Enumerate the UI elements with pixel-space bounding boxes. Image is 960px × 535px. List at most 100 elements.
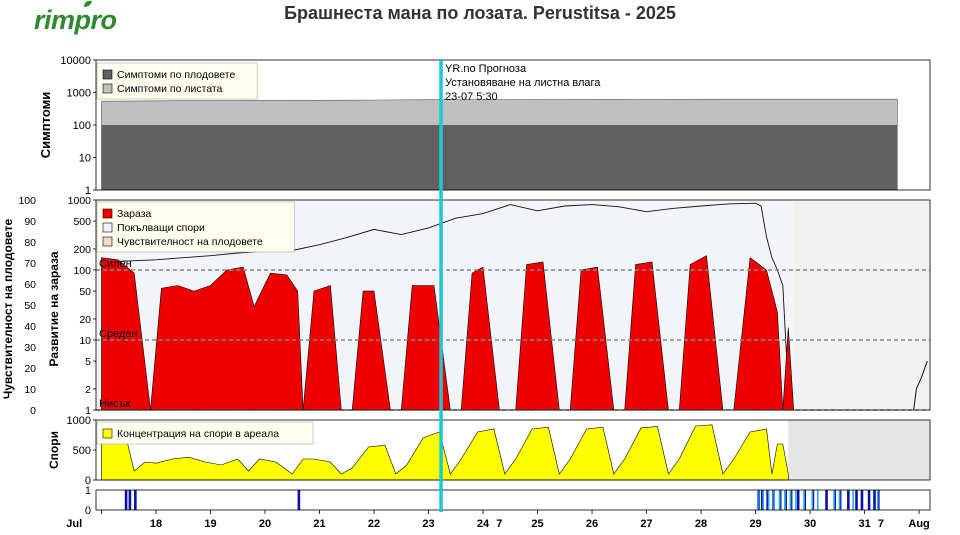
forecast-background	[788, 420, 930, 480]
wetness-bar-light	[778, 490, 781, 510]
x-tick-label: 23	[422, 518, 434, 530]
wetness-bar-light	[816, 490, 819, 510]
inner-y-tick-label: 50	[79, 286, 91, 298]
outer-y-tick-label: 100	[18, 195, 36, 207]
symptoms-panel-border	[95, 59, 931, 191]
x-tick-label: 24	[477, 518, 490, 530]
wetness-bar	[297, 490, 301, 510]
outer-y-tick-label: 10	[24, 384, 36, 396]
threshold-label: Нисък	[99, 398, 130, 410]
legend-swatch	[102, 83, 113, 94]
symptoms-axis-label: Симптоми	[38, 92, 53, 158]
legend-label: Симптоми по листата	[117, 83, 223, 95]
wetness-bar	[847, 490, 850, 510]
wetness-bar-light	[773, 490, 775, 510]
y-tick-label: 0	[85, 475, 91, 487]
y-tick-label: 500	[73, 445, 91, 457]
x-tick-label: 29	[749, 518, 761, 530]
x-tick-label: 22	[368, 518, 380, 530]
wetness-bar	[760, 490, 764, 510]
y-tick-label: 10	[79, 153, 91, 165]
x-tick-label: Jul	[66, 518, 82, 530]
wetness-bar	[124, 490, 128, 510]
y-tick-label: 1000	[67, 88, 91, 100]
legend-swatch	[102, 236, 113, 247]
leaf-icon	[84, 0, 92, 7]
outer-y-tick-label: 60	[24, 279, 36, 291]
x-tick-label: 28	[695, 518, 707, 530]
now-annotation: YR.no Прогноза	[445, 63, 527, 75]
x-tick-label: 19	[204, 518, 216, 530]
y-tick-label: 1000	[67, 415, 91, 427]
wetness-bar-light	[811, 490, 814, 510]
wetness-bar-light	[852, 490, 854, 510]
outer-y-tick-label: 40	[24, 321, 36, 333]
rimpro-logo: rimpro	[34, 5, 117, 35]
wetness-bar	[867, 490, 871, 510]
legend-label: Симптоми по плодовете	[117, 69, 235, 81]
x-tick-label: Aug	[908, 518, 929, 530]
y-tick-label: 1	[85, 485, 91, 497]
wetness-bar	[766, 490, 769, 510]
x-tick-label: 20	[259, 518, 271, 530]
y-tick-label: 1	[85, 185, 91, 197]
outer-y-tick-label: 80	[24, 237, 36, 249]
wetness-bar-light	[767, 490, 770, 510]
outer-y-tick-label: 70	[24, 258, 36, 270]
y-tick-label: 0	[85, 505, 91, 517]
outer-y-tick-label: 0	[30, 405, 36, 417]
wetness-bar-light	[833, 490, 835, 510]
fruit-symptoms-area	[101, 125, 898, 190]
legend-swatch	[102, 428, 113, 439]
symptoms-legend-box	[96, 62, 258, 100]
x-tick-label: 25	[531, 518, 543, 530]
spores-axis-label: Спори	[47, 431, 61, 469]
wetness-bar-light	[789, 490, 792, 510]
fruit-susceptibility-line	[913, 360, 928, 411]
wetness-bar	[134, 490, 137, 510]
x-tick-label: 7	[878, 518, 884, 530]
legend-label: Чувствителност на плодовете	[117, 236, 263, 248]
wetness-bar	[796, 490, 800, 510]
legend-label: Зараза	[117, 208, 152, 220]
wetness-bar	[855, 490, 858, 510]
wetness-bar-light	[784, 490, 786, 510]
wetness-bar	[873, 490, 876, 510]
outer-y-tick-label: 20	[24, 363, 36, 375]
wetness-bar-light	[795, 490, 797, 510]
chart-title: Брашнеста мана по лозата. Perustitsa - 2…	[284, 3, 676, 23]
inner-y-tick-label: 20	[79, 314, 91, 326]
outer-y-tick-label: 90	[24, 216, 36, 228]
wetness-bar-light	[803, 490, 805, 510]
inner-y-tick-label: 1000	[68, 195, 92, 207]
x-tick-label: 31	[858, 518, 870, 530]
legend-swatch	[102, 222, 113, 233]
wetness-bar	[860, 490, 864, 510]
inner-y-tick-label: 10	[79, 335, 91, 347]
threshold-label: Среден	[99, 328, 138, 340]
spore-concentration-area	[101, 422, 789, 481]
x-tick-label: 26	[586, 518, 598, 530]
wetness-panel-background	[96, 490, 930, 510]
susceptibility-axis-label: Чувствителност на плодовете	[1, 219, 15, 400]
wetness-bar-light	[876, 490, 879, 510]
wetness-bar-light	[756, 490, 759, 510]
wetness-panel-border	[95, 489, 931, 511]
x-tick-label: 18	[150, 518, 162, 530]
threshold-label: Силен	[99, 258, 132, 270]
inner-y-tick-label: 500	[73, 216, 91, 228]
legend-label: Покълващи спори	[117, 222, 205, 234]
outer-y-tick-label: 30	[24, 342, 36, 354]
x-tick-label: 7	[496, 518, 502, 530]
wetness-bar-light	[762, 490, 765, 510]
x-tick-label: 30	[804, 518, 816, 530]
inner-y-tick-label: 100	[73, 265, 91, 277]
infection-axis-label: Развитие на зараза	[47, 251, 61, 366]
inner-y-tick-label: 5	[85, 356, 91, 368]
y-tick-label: 10000	[60, 55, 91, 67]
inner-y-tick-label: 2	[85, 384, 91, 396]
wetness-bar-light	[838, 490, 841, 510]
x-tick-label: 27	[640, 518, 652, 530]
wetness-bar	[825, 490, 828, 510]
